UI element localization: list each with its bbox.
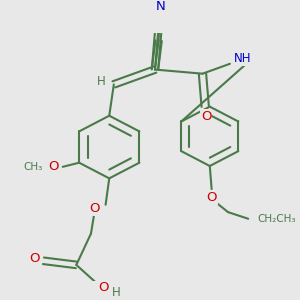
Text: CH₂CH₃: CH₂CH₃ [257,214,296,224]
Text: O: O [98,281,109,295]
Text: O: O [201,110,211,123]
Text: N: N [156,0,165,13]
Text: H: H [97,75,105,88]
Text: H: H [112,286,121,299]
Text: CH₃: CH₃ [24,162,43,172]
Text: O: O [29,252,40,265]
Text: NH: NH [234,52,251,65]
Text: O: O [48,160,59,173]
Text: O: O [206,191,217,204]
Text: O: O [89,202,100,214]
